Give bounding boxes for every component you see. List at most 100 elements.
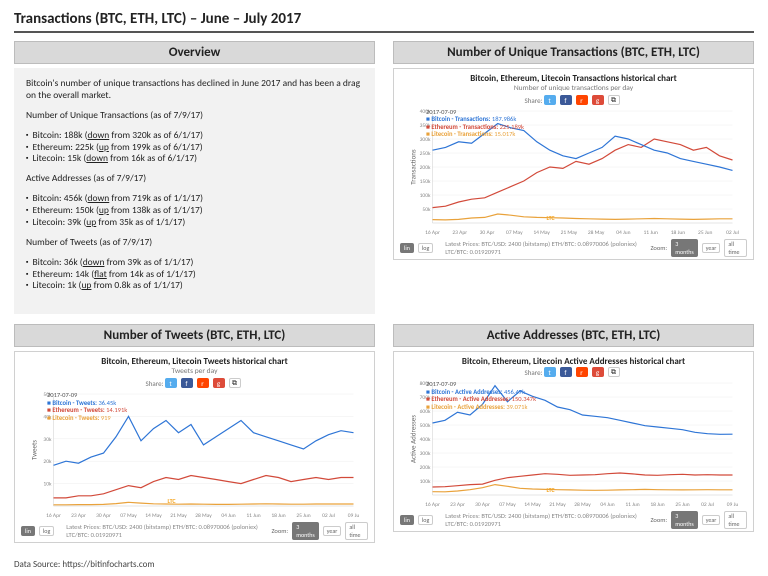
zoom-year[interactable]: year: [702, 243, 721, 253]
overview-sec3-btc: Bitcoin: 36k (down from 39k as of 1/1/17…: [26, 257, 363, 269]
overview-sec3-ltc: Litecoin: 1k (up from 0.8k as of 1/1/17): [26, 280, 363, 292]
svg-text:LTC: LTC: [168, 497, 177, 505]
svg-text:10k: 10k: [43, 482, 52, 488]
chart-box-tweets: Bitcoin, Ethereum, Litecoin Tweets histo…: [14, 351, 375, 543]
svg-text:09 Ju: 09 Ju: [727, 502, 739, 508]
latest-prices: Latest Prices: BTC/USD: 2400 (bitstamp) …: [66, 523, 267, 539]
svg-text:23 Apr: 23 Apr: [71, 513, 86, 519]
gplus-icon[interactable]: g: [592, 95, 604, 105]
scale-log[interactable]: log: [418, 243, 433, 253]
overview-sec3-title: Number of Tweets (as of 7/9/17): [26, 237, 363, 249]
zoom-year[interactable]: year: [702, 515, 721, 525]
svg-text:Active Addresses: Active Addresses: [409, 415, 418, 463]
chart-subtitle: Number of unique transactions per day: [400, 84, 747, 93]
svg-text:28 May: 28 May: [195, 513, 212, 519]
reddit-icon[interactable]: r: [197, 378, 209, 388]
panel-transactions: Number of Unique Transactions (BTC, ETH,…: [393, 41, 754, 314]
svg-text:02 Jul: 02 Jul: [322, 513, 335, 519]
latest-prices: Latest Prices: BTC/USD: 2400 (bitstamp) …: [445, 512, 646, 528]
share-icons: Share: t f r g ⧉: [21, 378, 368, 388]
svg-text:11 Jun: 11 Jun: [246, 513, 260, 519]
scale-lin[interactable]: lin: [400, 515, 414, 525]
svg-text:200k: 200k: [420, 165, 431, 171]
panel-header-tweets: Number of Tweets (BTC, ETH, LTC): [14, 324, 375, 347]
svg-text:04 Jun: 04 Jun: [221, 513, 235, 519]
latest-prices: Latest Prices: BTC/USD: 2400 (bitstamp) …: [445, 240, 646, 256]
svg-text:Transactions: Transactions: [409, 149, 418, 185]
svg-text:02 Jul: 02 Jul: [701, 502, 714, 508]
chart-box-transactions: Bitcoin, Ethereum, Litecoin Transactions…: [393, 68, 754, 260]
chart-title: Bitcoin, Ethereum, Litecoin Tweets histo…: [21, 356, 368, 367]
zoom-3m[interactable]: 3 months: [671, 511, 698, 529]
svg-text:28 May: 28 May: [574, 502, 591, 508]
chart-footer: lin log Latest Prices: BTC/USD: 2400 (bi…: [21, 522, 368, 540]
svg-text:28 May: 28 May: [588, 230, 605, 236]
svg-text:250k: 250k: [420, 151, 431, 157]
chart-title: Bitcoin, Ethereum, Litecoin Transactions…: [400, 73, 747, 84]
svg-text:11 Jun: 11 Jun: [625, 502, 639, 508]
svg-text:23 Apr: 23 Apr: [450, 502, 465, 508]
scale-log[interactable]: log: [39, 526, 54, 536]
chart-title: Bitcoin, Ethereum, Litecoin Active Addre…: [400, 356, 747, 367]
overview-sec1-title: Number of Unique Transactions (as of 7/9…: [26, 110, 363, 122]
svg-text:11 Jun: 11 Jun: [644, 230, 658, 236]
panel-header-addresses: Active Addresses (BTC, ETH, LTC): [393, 324, 754, 347]
reddit-icon[interactable]: r: [576, 95, 588, 105]
facebook-icon[interactable]: f: [560, 367, 572, 377]
chart-legend: 2017-07-09■ Bitcoin - Tweets: 36.45k■ Et…: [47, 392, 127, 422]
embed-icon[interactable]: ⧉: [229, 378, 241, 388]
zoom-3m[interactable]: 3 months: [292, 522, 319, 540]
svg-text:25 Jun: 25 Jun: [675, 502, 689, 508]
gplus-icon[interactable]: g: [213, 378, 225, 388]
chart-footer: lin log Latest Prices: BTC/USD: 2400 (bi…: [400, 511, 747, 529]
scale-log[interactable]: log: [418, 515, 433, 525]
gplus-icon[interactable]: g: [592, 367, 604, 377]
svg-text:150k: 150k: [420, 179, 431, 185]
svg-text:500k: 500k: [420, 423, 431, 429]
svg-text:20k: 20k: [43, 459, 52, 465]
svg-text:25 Jun: 25 Jun: [296, 513, 310, 519]
svg-text:LTC: LTC: [547, 214, 556, 222]
twitter-icon[interactable]: t: [165, 378, 177, 388]
svg-text:100k: 100k: [420, 193, 431, 199]
svg-text:04 Jun: 04 Jun: [600, 502, 614, 508]
facebook-icon[interactable]: f: [560, 95, 572, 105]
zoom-3m[interactable]: 3 months: [671, 239, 698, 257]
reddit-icon[interactable]: r: [576, 367, 588, 377]
zoom-year[interactable]: year: [323, 526, 342, 536]
twitter-icon[interactable]: t: [544, 367, 556, 377]
facebook-icon[interactable]: f: [181, 378, 193, 388]
zoom-all[interactable]: all time: [345, 522, 368, 540]
content-grid: Overview Bitcoin's number of unique tran…: [14, 41, 754, 543]
svg-text:07 May: 07 May: [120, 513, 137, 519]
overview-sec2-ltc: Litecoin: 39k (up from 35k as of 1/1/17): [26, 217, 363, 229]
data-source: Data Source: https://bitinfocharts.com: [14, 559, 155, 570]
embed-icon[interactable]: ⧉: [608, 95, 620, 105]
svg-text:30 Apr: 30 Apr: [480, 230, 495, 236]
embed-icon[interactable]: ⧉: [608, 367, 620, 377]
panel-header-transactions: Number of Unique Transactions (BTC, ETH,…: [393, 41, 754, 64]
twitter-icon[interactable]: t: [544, 95, 556, 105]
svg-text:30 Apr: 30 Apr: [96, 513, 111, 519]
svg-text:14 May: 14 May: [524, 502, 541, 508]
svg-text:16 Apr: 16 Apr: [46, 513, 61, 519]
svg-text:300k: 300k: [420, 451, 431, 457]
scale-lin[interactable]: lin: [400, 243, 414, 253]
svg-text:02 Jul: 02 Jul: [726, 230, 739, 236]
overview-sec2-title: Active Addresses (as of 7/9/17): [26, 173, 363, 185]
panel-overview: Overview Bitcoin's number of unique tran…: [14, 41, 375, 314]
svg-text:14 May: 14 May: [145, 513, 162, 519]
overview-sec1-btc: Bitcoin: 188k (down from 320k as of 6/1/…: [26, 130, 363, 142]
chart-box-addresses: Bitcoin, Ethereum, Litecoin Active Addre…: [393, 351, 754, 532]
svg-text:07 May: 07 May: [506, 230, 523, 236]
zoom-all[interactable]: all time: [724, 511, 747, 529]
chart-legend: 2017-07-09■ Bitcoin - Transactions: 187.…: [426, 109, 524, 139]
overview-sec1-ltc: Litecoin: 15k (down from 16k as of 6/1/1…: [26, 153, 363, 165]
svg-text:25 Jun: 25 Jun: [698, 230, 712, 236]
svg-text:23 Apr: 23 Apr: [452, 230, 467, 236]
panel-tweets: Number of Tweets (BTC, ETH, LTC) Bitcoin…: [14, 324, 375, 543]
svg-text:18 Jun: 18 Jun: [650, 502, 664, 508]
scale-lin[interactable]: lin: [21, 526, 35, 536]
panel-header-overview: Overview: [14, 41, 375, 64]
zoom-all[interactable]: all time: [724, 239, 747, 257]
